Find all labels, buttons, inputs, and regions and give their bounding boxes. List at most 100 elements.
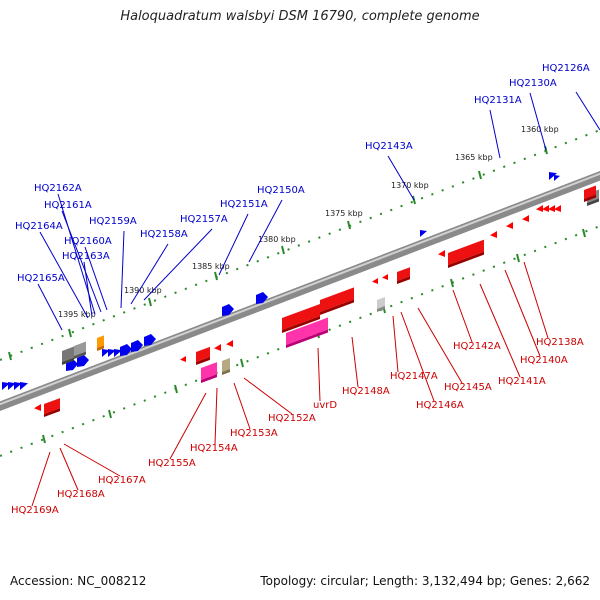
- reverse-gene-label[interactable]: HQ2168A: [57, 489, 105, 500]
- reverse-gene-arrow[interactable]: [180, 356, 186, 362]
- forward-gene-pentagon[interactable]: [120, 344, 132, 356]
- reverse-gene-arrow[interactable]: [382, 274, 388, 280]
- forward-gene-label[interactable]: HQ2164A: [15, 221, 63, 232]
- forward-gene-pentagon[interactable]: [77, 355, 89, 367]
- forward-gene-label[interactable]: HQ2150A: [257, 185, 305, 196]
- forward-gene-label[interactable]: HQ2161A: [44, 200, 92, 211]
- label-leader-lines: [31, 91, 600, 507]
- reverse-gene-leader: [479, 283, 521, 378]
- reverse-gene-arrow[interactable]: [372, 278, 378, 284]
- genome-backbone: [0, 171, 600, 411]
- reverse-gene-leader: [523, 261, 549, 339]
- reverse-gene-label[interactable]: HQ2169A: [11, 505, 59, 516]
- major-tick: [450, 278, 454, 288]
- reverse-gene-block[interactable]: [448, 239, 484, 268]
- forward-gene-pentagon[interactable]: [131, 340, 143, 352]
- scale-label: 1385 kbp: [192, 262, 230, 271]
- forward-gene-label[interactable]: HQ2165A: [17, 273, 65, 284]
- major-tick: [240, 358, 244, 368]
- major-tick: [8, 351, 12, 361]
- reverse-gene-label[interactable]: HQ2140A: [520, 355, 568, 366]
- forward-gene-leader: [387, 155, 415, 201]
- reverse-gene-leader: [169, 392, 207, 460]
- reverse-gene-block[interactable]: [397, 267, 410, 284]
- reverse-gene-leader: [392, 315, 399, 373]
- forward-gene-leader: [143, 228, 213, 301]
- forward-gene-orange[interactable]: [97, 335, 104, 351]
- reverse-gene-arrow[interactable]: [536, 205, 543, 212]
- reverse-gene-arrow[interactable]: [438, 250, 445, 257]
- forward-gene-arrow[interactable]: [554, 175, 560, 181]
- forward-gene-leader: [120, 230, 125, 309]
- forward-gene-label[interactable]: HQ2126A: [542, 63, 590, 74]
- major-tick: [68, 328, 72, 338]
- forward-gene-leader: [39, 231, 89, 319]
- forward-gene-label[interactable]: HQ2151A: [220, 199, 268, 210]
- forward-gene-pentagon[interactable]: [222, 304, 234, 316]
- reverse-gene-arrow[interactable]: [34, 404, 41, 411]
- forward-gene-label[interactable]: HQ2162A: [34, 183, 82, 194]
- reverse-gene-arrow[interactable]: [490, 231, 497, 238]
- reverse-gene-label[interactable]: HQ2148A: [342, 386, 390, 397]
- forward-gene-label[interactable]: HQ2160A: [64, 236, 112, 247]
- accession-text: Accession: NC_008212: [10, 574, 147, 588]
- forward-gene-leader: [218, 213, 249, 276]
- reverse-gene-label[interactable]: uvrD: [313, 400, 337, 411]
- map-title: Haloquadratum walsbyi DSM 16790, complet…: [120, 9, 480, 24]
- reverse-gene-arrow[interactable]: [522, 215, 529, 222]
- reverse-gene-leader: [400, 311, 435, 402]
- forward-gene-leader: [84, 246, 108, 311]
- reverse-gene-label[interactable]: HQ2153A: [230, 428, 278, 439]
- reverse-gene-pink[interactable]: [286, 317, 328, 348]
- reverse-gene-block[interactable]: [282, 303, 320, 333]
- forward-gene-leader: [489, 109, 501, 159]
- reverse-gene-arrow[interactable]: [226, 340, 233, 347]
- reverse-gene-label[interactable]: HQ2167A: [98, 475, 146, 486]
- reverse-gene-grey[interactable]: [377, 297, 385, 312]
- reverse-gene-arrow[interactable]: [542, 205, 549, 212]
- scale-label: 1390 kbp: [124, 286, 162, 295]
- reverse-gene-khaki[interactable]: [222, 358, 230, 375]
- forward-gene-arrow[interactable]: [20, 382, 28, 390]
- major-ticks: [8, 145, 586, 444]
- reverse-gene-block[interactable]: [196, 346, 210, 365]
- reverse-gene-label[interactable]: HQ2142A: [453, 341, 501, 352]
- reverse-gene-label[interactable]: HQ2138A: [536, 337, 584, 348]
- forward-gene-grey[interactable]: [62, 346, 74, 365]
- forward-gene-label[interactable]: HQ2143A: [365, 141, 413, 152]
- forward-gene-grey[interactable]: [74, 341, 86, 359]
- reverse-gene-pink[interactable]: [201, 362, 217, 383]
- reverse-gene-label[interactable]: HQ2155A: [148, 458, 196, 469]
- reverse-gene-arrow[interactable]: [548, 205, 555, 212]
- forward-gene-arrow[interactable]: [420, 230, 427, 237]
- major-tick: [214, 271, 218, 281]
- reverse-gene-arrow[interactable]: [214, 344, 221, 351]
- forward-gene-leader: [37, 283, 63, 331]
- forward-gene-label[interactable]: HQ2163A: [62, 251, 110, 262]
- gene-features: [2, 172, 599, 417]
- reverse-gene-label[interactable]: HQ2141A: [498, 376, 546, 387]
- reverse-gene-label[interactable]: HQ2147A: [390, 371, 438, 382]
- reverse-gene-arrow[interactable]: [506, 222, 513, 229]
- reverse-gene-leader: [452, 289, 473, 343]
- reverse-gene-block[interactable]: [584, 185, 596, 202]
- reverse-gene-block[interactable]: [320, 287, 354, 315]
- reverse-gene-label[interactable]: HQ2154A: [190, 443, 238, 454]
- forward-gene-label[interactable]: HQ2159A: [89, 216, 137, 227]
- forward-gene-label[interactable]: HQ2158A: [140, 229, 188, 240]
- forward-gene-pentagon[interactable]: [144, 334, 156, 346]
- major-tick: [516, 253, 520, 263]
- forward-gene-pentagon[interactable]: [256, 292, 268, 304]
- reverse-gene-label[interactable]: HQ2152A: [268, 413, 316, 424]
- reverse-gene-block[interactable]: [44, 398, 60, 417]
- forward-gene-label[interactable]: HQ2130A: [509, 78, 557, 89]
- reverse-gene-arrow[interactable]: [554, 205, 561, 212]
- topology-summary: Topology: circular; Length: 3,132,494 bp…: [260, 574, 590, 588]
- reverse-gene-label[interactable]: HQ2146A: [416, 400, 464, 411]
- forward-gene-arrow[interactable]: [549, 172, 557, 180]
- forward-gene-label[interactable]: HQ2157A: [180, 214, 228, 225]
- reverse-gene-label[interactable]: HQ2145A: [444, 382, 492, 393]
- forward-gene-label[interactable]: HQ2131A: [474, 95, 522, 106]
- forward-gene-arrow[interactable]: [114, 349, 122, 357]
